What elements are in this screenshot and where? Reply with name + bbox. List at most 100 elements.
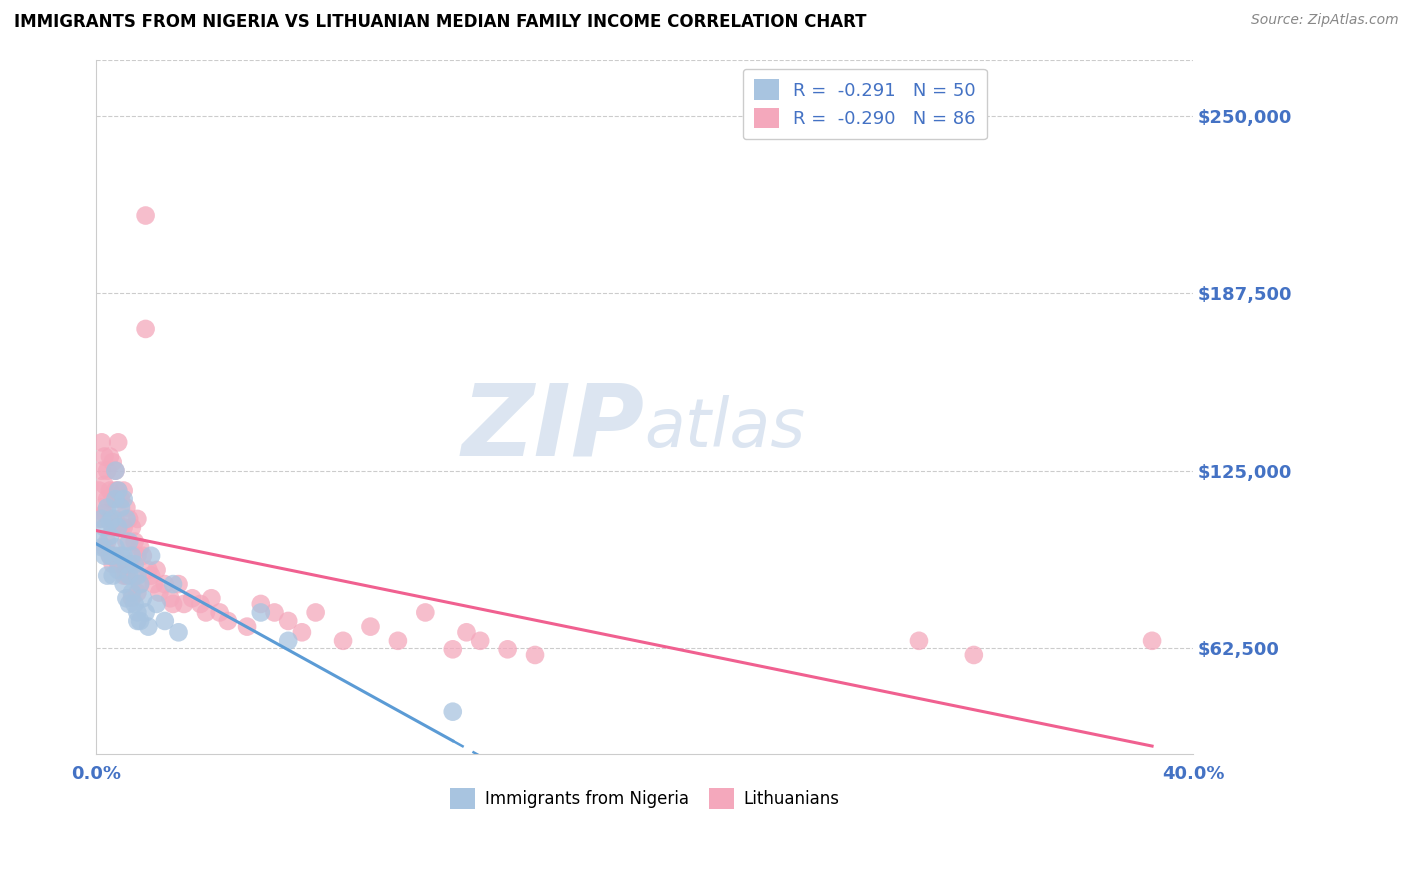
Point (135, 209, 157, 223)
Point (101, 455, 124, 469)
Point (524, 648, 547, 662)
Point (101, 491, 124, 506)
Point (148, 585, 170, 599)
Point (104, 549, 127, 563)
Point (127, 549, 149, 563)
Point (132, 549, 155, 563)
Point (115, 534, 138, 549)
Point (87, 534, 110, 549)
Point (908, 633, 931, 648)
Point (115, 568, 138, 582)
Point (101, 520, 124, 534)
Point (115, 512, 138, 526)
Point (96, 464, 118, 478)
Point (93, 506, 115, 520)
Point (138, 563, 160, 577)
Point (173, 597, 195, 611)
Point (118, 534, 141, 549)
Point (124, 568, 146, 582)
Point (470, 633, 492, 648)
Point (496, 642, 519, 657)
Point (127, 512, 149, 526)
Point (277, 614, 299, 628)
Point (107, 563, 129, 577)
Point (104, 512, 127, 526)
Point (456, 625, 478, 640)
Point (90, 500, 112, 515)
Point (167, 625, 190, 640)
Point (96, 568, 118, 582)
Point (129, 614, 152, 628)
Text: atlas: atlas (645, 395, 806, 461)
Legend: Immigrants from Nigeria, Lithuanians: Immigrants from Nigeria, Lithuanians (443, 781, 846, 815)
Point (129, 541, 152, 555)
Point (387, 633, 409, 648)
Point (98, 450, 121, 464)
Point (118, 512, 141, 526)
Point (139, 568, 162, 582)
Point (101, 549, 124, 563)
Point (138, 619, 160, 633)
Point (129, 577, 152, 591)
Point (115, 500, 138, 515)
Point (441, 642, 464, 657)
Point (118, 597, 141, 611)
Point (110, 549, 132, 563)
Point (93, 520, 115, 534)
Point (194, 606, 217, 620)
Point (87, 512, 110, 526)
Point (98, 483, 121, 498)
Point (107, 435, 129, 450)
Point (98, 549, 121, 563)
Point (110, 520, 132, 534)
Point (1140, 633, 1163, 648)
Point (145, 563, 167, 577)
Point (112, 577, 135, 591)
Point (217, 614, 239, 628)
Point (90, 541, 112, 555)
Point (208, 606, 231, 620)
Point (200, 591, 222, 606)
Point (107, 483, 129, 498)
Point (107, 520, 129, 534)
Point (360, 619, 382, 633)
Point (112, 483, 135, 498)
Point (190, 597, 212, 611)
Point (142, 577, 165, 591)
Point (104, 464, 127, 478)
Point (107, 483, 129, 498)
Point (415, 606, 437, 620)
Point (277, 633, 299, 648)
Text: IMMIGRANTS FROM NIGERIA VS LITHUANIAN MEDIAN FAMILY INCOME CORRELATION CHART: IMMIGRANTS FROM NIGERIA VS LITHUANIAN ME… (14, 13, 866, 31)
Point (104, 491, 127, 506)
Point (101, 558, 124, 572)
Point (181, 591, 204, 606)
Point (129, 577, 152, 591)
Point (104, 541, 127, 555)
Point (112, 491, 135, 506)
Point (90, 435, 112, 450)
Point (121, 558, 143, 572)
Point (127, 606, 149, 620)
Point (121, 591, 143, 606)
Point (135, 606, 157, 620)
Point (127, 585, 149, 599)
Point (118, 568, 141, 582)
Point (263, 606, 285, 620)
Point (139, 549, 162, 563)
Point (145, 597, 167, 611)
Point (93, 549, 115, 563)
Point (115, 558, 138, 572)
Point (118, 558, 141, 572)
Point (104, 483, 127, 498)
Point (98, 549, 121, 563)
Point (132, 591, 155, 606)
Point (110, 491, 132, 506)
Point (104, 464, 127, 478)
Point (87, 483, 110, 498)
Point (107, 520, 129, 534)
Point (153, 614, 176, 628)
Point (167, 577, 190, 591)
Point (93, 478, 115, 492)
Point (98, 515, 121, 529)
